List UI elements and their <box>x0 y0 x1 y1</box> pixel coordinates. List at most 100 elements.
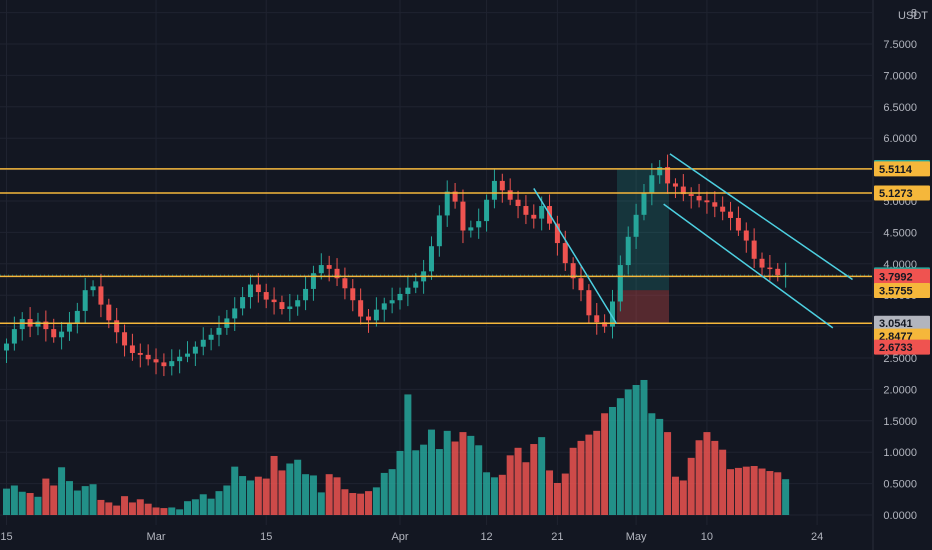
candle-body <box>153 359 159 363</box>
price-badge-label: 5.1273 <box>879 188 913 200</box>
x-tick-label: 15 <box>0 531 12 543</box>
candle-body <box>59 331 65 338</box>
candle-body <box>216 327 222 335</box>
candle-body <box>397 293 403 301</box>
candle-body <box>122 332 128 346</box>
candle-body <box>208 334 214 340</box>
volume-bar <box>601 413 609 515</box>
candle-body <box>767 267 773 270</box>
candle-body <box>303 288 309 301</box>
volume-bar <box>333 477 341 515</box>
volume-bar <box>679 480 687 515</box>
volume-bar <box>365 491 373 515</box>
volume-bar <box>459 432 467 515</box>
y-tick-label: 7.0000 <box>883 70 917 82</box>
volume-bar <box>199 494 207 515</box>
candle-body <box>389 300 395 304</box>
volume-bar <box>695 440 703 515</box>
candle-body <box>232 308 238 319</box>
candle-body <box>649 175 655 193</box>
x-tick-label: 21 <box>551 531 563 543</box>
volume-bar <box>262 478 270 515</box>
volume-bar <box>380 472 388 515</box>
y-tick-label: 8 <box>911 8 917 20</box>
candle-body <box>66 323 72 332</box>
volume-bar <box>254 476 262 515</box>
candle-body <box>602 322 608 327</box>
candle-body <box>240 297 246 309</box>
volume-bar <box>65 481 73 515</box>
volume-bar <box>278 470 286 515</box>
candle-body <box>444 191 450 216</box>
candle-body <box>468 227 474 231</box>
volume-bar <box>530 444 538 515</box>
volume-bar <box>664 432 672 515</box>
candle-body <box>51 329 57 338</box>
volume-bar <box>317 492 325 515</box>
candle-body <box>460 201 466 231</box>
volume-bar <box>719 449 727 515</box>
volume-bar <box>10 485 18 515</box>
candle-body <box>499 180 505 191</box>
volume-bar <box>18 491 26 515</box>
volume-bar <box>561 473 569 515</box>
candle-body <box>633 214 639 237</box>
candle-body <box>641 192 647 215</box>
candle-body <box>657 167 663 176</box>
candle-body <box>35 321 41 327</box>
candle-body <box>279 302 285 310</box>
price-badge <box>874 268 930 284</box>
volume-bar <box>640 379 648 515</box>
candle-body <box>74 310 80 324</box>
volume-bar <box>168 507 176 515</box>
volume-bar <box>546 470 554 515</box>
candle-body <box>295 300 301 307</box>
profit-zone <box>617 169 669 291</box>
candle-body <box>578 278 584 291</box>
volume-bar <box>136 499 144 515</box>
y-tick-label: 6.5000 <box>883 102 917 114</box>
volume-bar <box>50 485 58 515</box>
candle-body <box>751 240 757 259</box>
volume-bar <box>632 385 640 515</box>
volume-bar <box>121 496 129 515</box>
price-badge <box>874 315 930 331</box>
y-tick-label: 2.0000 <box>883 384 917 396</box>
volume-bar <box>656 418 664 515</box>
candle-body <box>271 299 277 303</box>
y-tick-label: 1.5000 <box>883 416 917 428</box>
volume-bar <box>113 505 121 515</box>
volume-bar <box>475 445 483 515</box>
candle-body <box>11 329 17 344</box>
volume-bar <box>498 474 506 515</box>
volume-bar <box>648 413 656 515</box>
trendline <box>669 153 853 281</box>
volume-bar <box>160 508 168 515</box>
candle-body <box>287 306 293 310</box>
candle-body <box>263 292 269 300</box>
volume-bar <box>420 444 428 515</box>
candle-body <box>247 284 253 298</box>
candle-body <box>428 246 434 272</box>
price-badge <box>874 339 930 355</box>
volume-bar <box>451 441 459 515</box>
candle-body <box>609 301 615 327</box>
currency-label: USDT <box>898 10 928 22</box>
volume-bar <box>349 493 357 515</box>
candle-body <box>680 186 686 195</box>
volume-bar <box>388 469 396 515</box>
volume-bar <box>184 501 192 515</box>
volume-bar <box>309 475 317 515</box>
candle-body <box>373 309 379 321</box>
volume-bar <box>616 398 624 515</box>
volume-bar <box>246 480 254 515</box>
candle-body <box>350 288 356 301</box>
y-tick-label: 2.5000 <box>883 353 917 365</box>
candle-body <box>318 265 324 274</box>
volume-bar <box>750 466 758 515</box>
candle-body <box>672 183 678 187</box>
volume-bar <box>569 447 577 515</box>
volume-bar <box>687 457 695 515</box>
